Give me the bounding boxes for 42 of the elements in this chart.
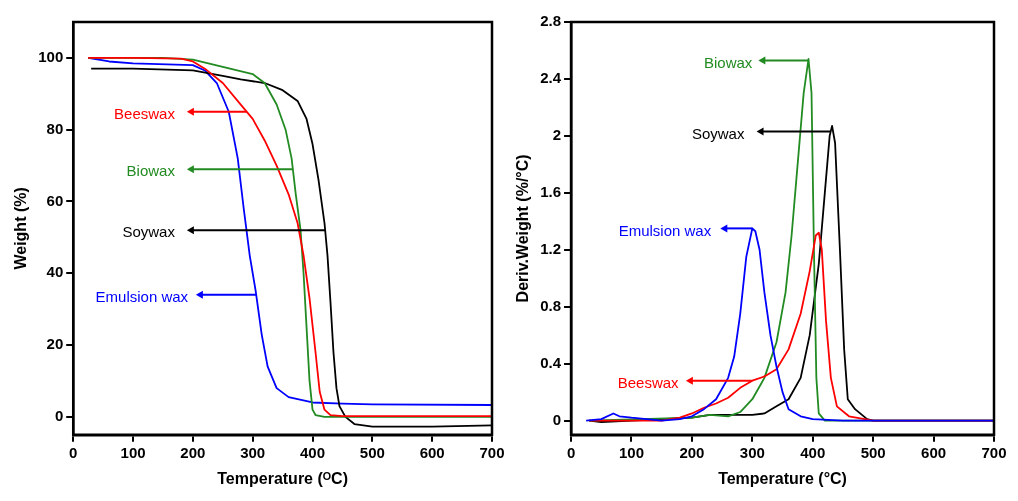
y-tick-label: 0: [54, 406, 64, 424]
x-axis-title: Temperature (ᴼC): [217, 469, 348, 487]
y-axis-title: Deriv.Weight (%/°C): [514, 154, 532, 303]
y-tick-label: 2: [552, 126, 562, 144]
y-tick-label: 40: [46, 263, 64, 281]
legend-label: Biowax: [126, 162, 176, 180]
x-tick-label: 0: [566, 443, 576, 461]
y-tick-label: 60: [46, 191, 64, 209]
x-tick-label: 700: [981, 443, 1007, 461]
x-tick-label: 200: [679, 443, 705, 461]
x-tick-label: 0: [69, 443, 78, 461]
x-tick-label: 100: [120, 443, 146, 461]
x-tick-label: 500: [359, 443, 385, 461]
y-tick-label: 1.6: [540, 182, 562, 200]
x-tick-label: 600: [921, 443, 947, 461]
x-tick-label: 100: [618, 443, 644, 461]
y-tick-label: 100: [38, 48, 64, 66]
x-axis-title: Temperature (°C): [718, 469, 847, 487]
y-tick-label: 2.4: [540, 69, 562, 87]
y-tick-label: 0.8: [540, 296, 562, 314]
y-tick-label: 0.4: [540, 353, 562, 371]
legend-label: Emulsion wax: [618, 221, 712, 239]
legend-label: Soywax: [122, 223, 176, 241]
x-tick-label: 400: [800, 443, 826, 461]
y-tick-label: 1.2: [540, 239, 562, 257]
x-tick-label: 500: [860, 443, 886, 461]
legend-label: Emulsion wax: [95, 287, 189, 305]
legend-label: Beeswax: [114, 104, 176, 122]
legend-label: Soywax: [691, 124, 745, 142]
y-tick-label: 80: [46, 119, 64, 137]
x-tick-label: 600: [419, 443, 445, 461]
legend-label: Biowax: [703, 53, 753, 71]
x-tick-label: 400: [300, 443, 326, 461]
y-tick-label: 0: [552, 410, 562, 428]
x-tick-label: 700: [479, 443, 505, 461]
x-tick-label: 300: [240, 443, 266, 461]
legend-label: Beeswax: [617, 373, 680, 391]
x-tick-label: 300: [739, 443, 765, 461]
y-tick-label: 20: [46, 335, 64, 353]
x-tick-label: 200: [180, 443, 206, 461]
y-axis-title: Weight (%): [12, 187, 30, 270]
y-tick-label: 2.8: [540, 12, 562, 30]
